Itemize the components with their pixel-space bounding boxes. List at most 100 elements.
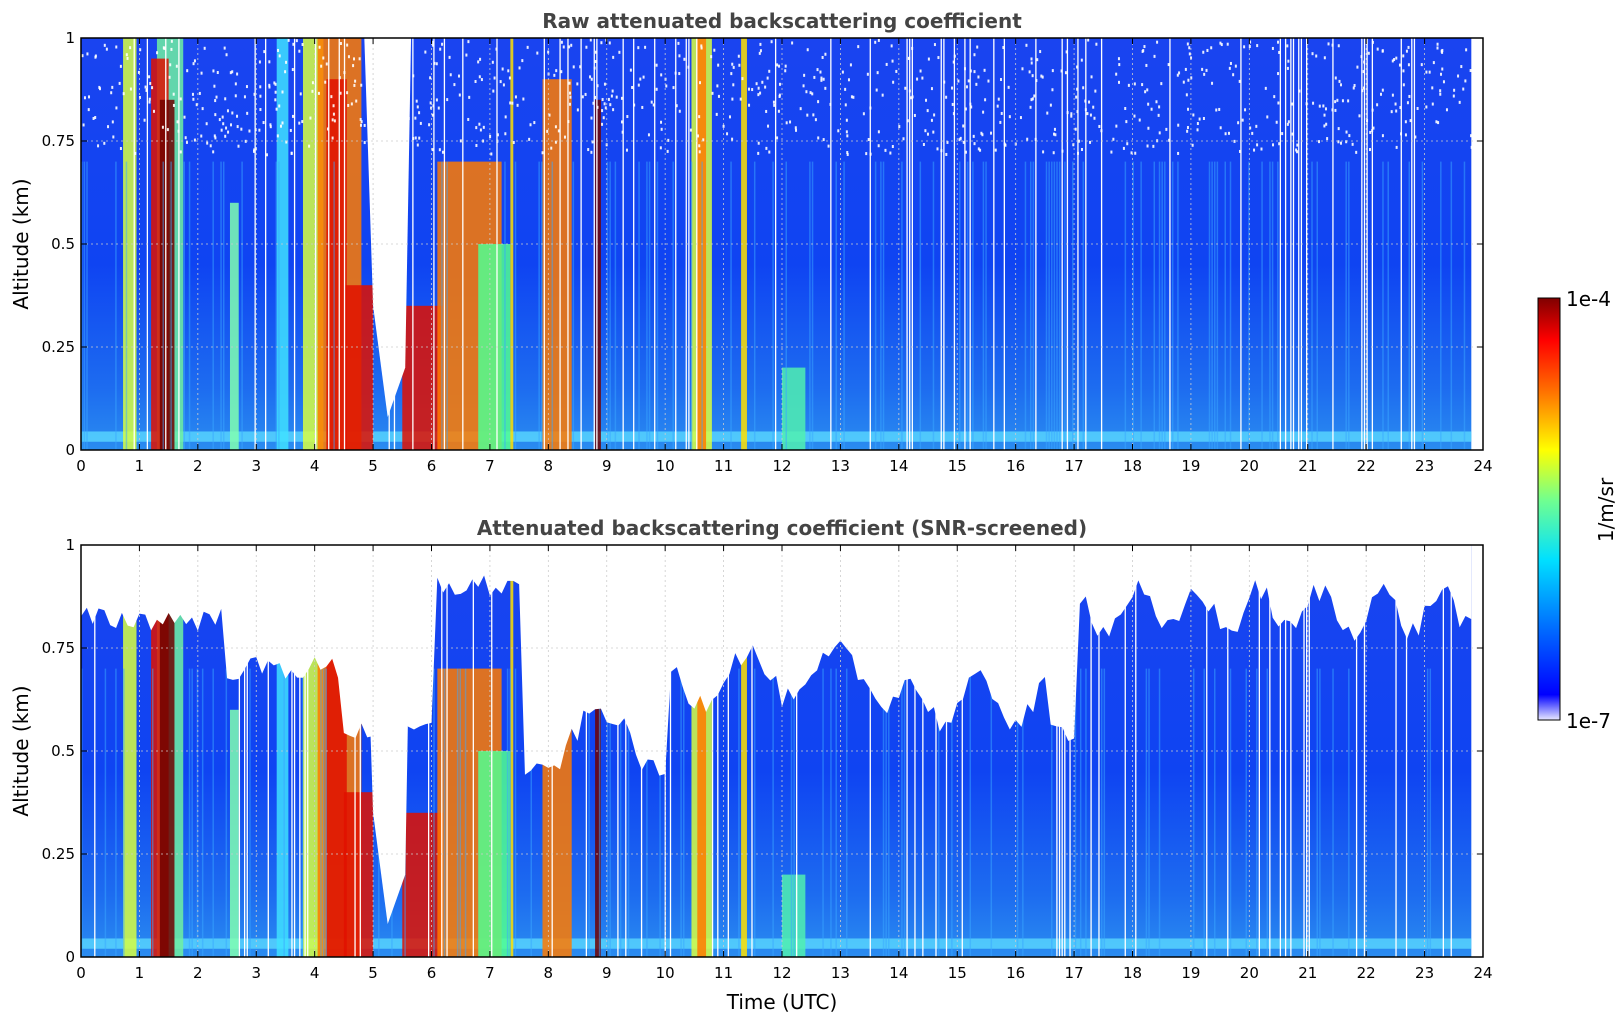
texture-stripe <box>990 668 993 957</box>
noise-speckle <box>332 112 335 116</box>
noise-speckle <box>298 49 301 53</box>
noise-speckle <box>222 122 225 126</box>
data-gap <box>869 38 871 450</box>
noise-speckle <box>371 140 374 144</box>
noise-speckle <box>1428 70 1431 74</box>
noise-speckle <box>603 102 606 106</box>
noise-speckle <box>1394 102 1397 106</box>
noise-speckle <box>846 134 849 138</box>
noise-speckle <box>820 76 823 80</box>
noise-speckle <box>326 127 329 131</box>
noise-speckle <box>224 134 227 138</box>
noise-speckle <box>576 82 579 86</box>
noise-speckle <box>416 105 419 109</box>
noise-speckle <box>94 55 97 59</box>
data-gap <box>354 545 356 957</box>
texture-stripe <box>1132 161 1134 450</box>
x-tick-label: 14 <box>889 964 908 982</box>
texture-stripe <box>1208 161 1211 450</box>
texture-stripe <box>123 668 125 957</box>
noise-speckle <box>615 95 618 99</box>
noise-speckle <box>186 69 189 73</box>
noise-speckle <box>1425 105 1428 109</box>
noise-speckle <box>881 93 884 97</box>
noise-speckle <box>214 136 217 140</box>
noise-speckle <box>1029 105 1032 109</box>
texture-stripe <box>966 161 969 450</box>
noise-speckle <box>416 143 419 147</box>
noise-speckle <box>1264 86 1267 90</box>
noise-speckle <box>97 144 100 148</box>
texture-stripe <box>1271 161 1274 450</box>
noise-speckle <box>1144 90 1147 94</box>
noise-speckle <box>626 115 629 119</box>
noise-speckle <box>904 86 907 90</box>
noise-speckle <box>491 60 494 64</box>
noise-speckle <box>1318 140 1321 144</box>
noise-speckle <box>172 92 175 96</box>
texture-stripe <box>115 668 117 957</box>
noise-speckle <box>1369 130 1372 134</box>
texture-stripe <box>320 668 322 957</box>
noise-speckle <box>1092 105 1095 109</box>
x-tick-label: 24 <box>1473 457 1492 475</box>
data-gap <box>943 38 945 450</box>
aerosol-feature <box>741 38 747 450</box>
noise-speckle <box>982 110 985 114</box>
noise-speckle <box>885 62 888 66</box>
noise-speckle <box>268 83 271 87</box>
noise-speckle <box>119 147 122 151</box>
noise-speckle <box>1362 70 1365 74</box>
data-gap <box>1284 545 1287 957</box>
texture-stripe <box>588 668 590 957</box>
texture-stripe <box>885 668 887 957</box>
data-gap <box>1169 38 1171 450</box>
noise-speckle <box>642 75 645 79</box>
noise-speckle <box>1150 107 1153 111</box>
aerosol-feature <box>741 545 747 957</box>
noise-speckle <box>134 151 137 155</box>
noise-speckle <box>554 125 557 129</box>
noise-speckle <box>1266 115 1269 119</box>
noise-speckle <box>1381 88 1384 92</box>
noise-speckle <box>568 45 571 49</box>
noise-speckle <box>229 123 232 127</box>
texture-stripe <box>1311 161 1313 450</box>
data-gap <box>1442 545 1444 957</box>
aerosol-feature <box>343 285 374 450</box>
data-gap <box>1069 545 1071 957</box>
texture-stripe <box>1426 668 1429 957</box>
noise-speckle <box>237 144 240 148</box>
noise-speckle <box>702 138 705 142</box>
noise-speckle <box>751 88 754 92</box>
noise-speckle <box>1273 95 1276 99</box>
noise-speckle <box>1211 81 1214 85</box>
data-gap <box>675 38 677 450</box>
noise-speckle <box>590 150 593 154</box>
noise-speckle <box>601 109 604 113</box>
texture-stripe <box>772 668 774 957</box>
noise-speckle <box>263 50 266 54</box>
noise-speckle <box>1295 148 1298 152</box>
texture-stripe <box>809 161 811 450</box>
data-gap <box>443 38 446 450</box>
noise-speckle <box>1431 86 1434 90</box>
noise-speckle <box>1076 87 1079 91</box>
texture-stripe <box>443 668 446 957</box>
noise-speckle <box>1441 67 1444 71</box>
x-tick-label: 9 <box>602 457 612 475</box>
noise-speckle <box>683 57 686 61</box>
noise-speckle <box>185 140 188 144</box>
noise-speckle <box>360 83 363 87</box>
noise-speckle <box>1229 61 1232 65</box>
noise-speckle <box>1369 148 1372 152</box>
noise-speckle <box>1095 42 1098 46</box>
data-gap <box>593 38 595 450</box>
noise-speckle <box>748 103 751 107</box>
heatmap-screened-cells <box>81 545 1472 957</box>
noise-speckle <box>1334 100 1337 104</box>
noise-speckle <box>291 68 294 72</box>
noise-speckle <box>465 53 468 57</box>
noise-speckle <box>741 77 744 81</box>
noise-speckle <box>234 82 237 86</box>
